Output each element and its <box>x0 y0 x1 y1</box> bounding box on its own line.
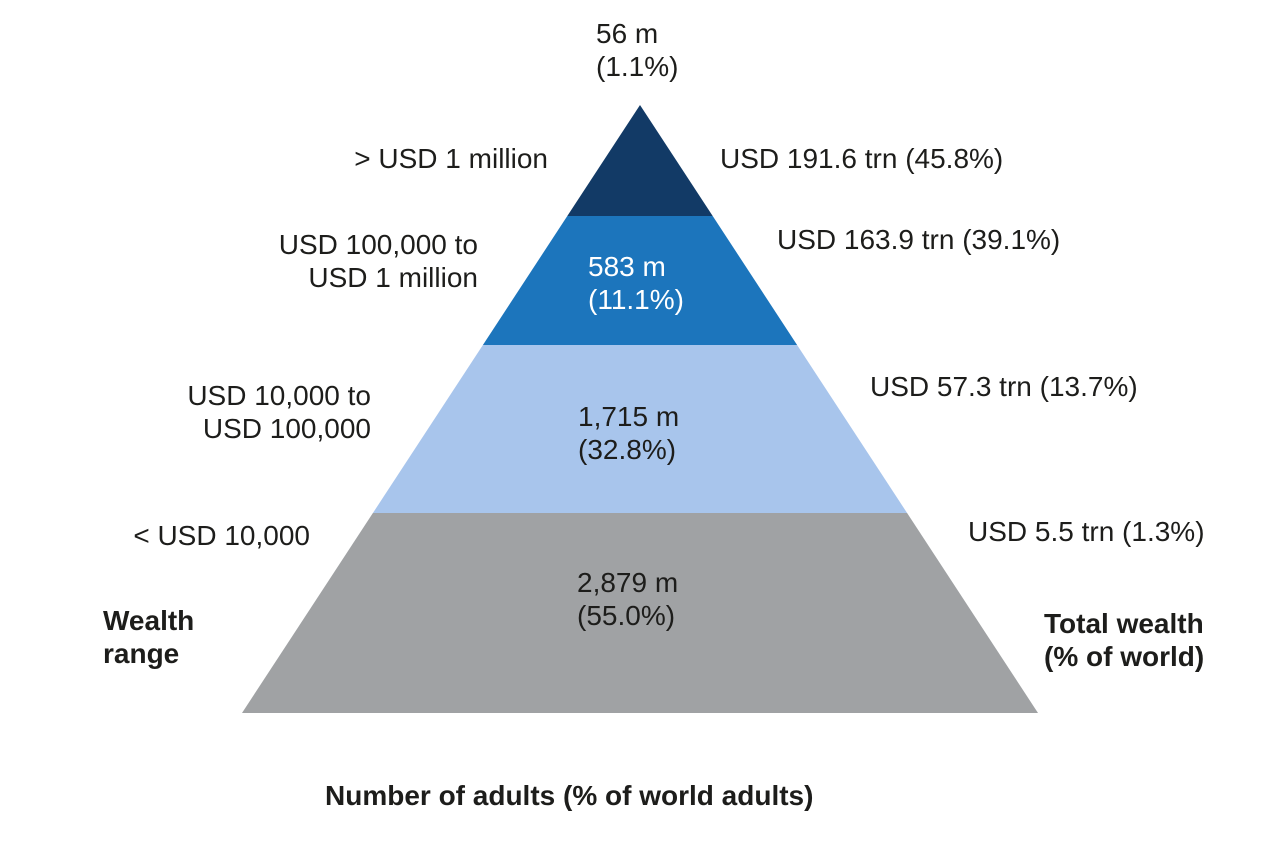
tier1-adults-label: 56 m (1.1%) <box>596 17 678 83</box>
tier3-range-line1: USD 10,000 to <box>187 380 371 411</box>
tier4-range-line1: < USD 10,000 <box>133 520 310 551</box>
tier3-wealth-value: USD 57.3 trn (13.7%) <box>870 371 1138 402</box>
tier3-adults-count: 1,715 m <box>578 401 680 432</box>
tier1-wealth-value: USD 191.6 trn (45.8%) <box>720 143 1004 174</box>
tier4-adults-pct: (55.0%) <box>577 600 676 631</box>
tier4-range-label: < USD 10,000 <box>133 519 310 552</box>
tier3-range-label: USD 10,000 to USD 100,000 <box>187 379 371 445</box>
wealth-range-header: Wealth range <box>103 604 194 670</box>
tier2-adults-count: 583 m <box>588 251 666 282</box>
total-wealth-header-line2: (% of world) <box>1044 641 1205 672</box>
pyramid-tier-top <box>567 105 713 216</box>
tier2-adults-pct: (11.1%) <box>588 284 684 315</box>
tier3-range-line2: USD 100,000 <box>202 413 371 444</box>
pyramid-tier-upper-middle <box>482 216 798 345</box>
tier4-wealth-label: USD 5.5 trn (1.3%) <box>968 515 1205 548</box>
total-wealth-header-line1: Total wealth <box>1044 608 1204 639</box>
tier3-adults-label: 1,715 m (32.8%) <box>578 400 679 466</box>
tier3-wealth-label: USD 57.3 trn (13.7%) <box>870 370 1138 403</box>
tier3-adults-pct: (32.8%) <box>578 434 677 465</box>
tier2-wealth-value: USD 163.9 trn (39.1%) <box>777 224 1061 255</box>
tier4-adults-count: 2,879 m <box>577 567 679 598</box>
tier1-adults-count: 56 m <box>596 18 659 49</box>
tier1-wealth-label: USD 191.6 trn (45.8%) <box>720 142 1003 175</box>
pyramid-tier-lower-middle <box>372 345 908 513</box>
tier1-range-label: > USD 1 million <box>354 142 548 175</box>
tier2-adults-label: 583 m (11.1%) <box>588 250 684 316</box>
x-axis-label: Number of adults (% of world adults) <box>325 779 813 812</box>
wealth-range-header-line2: range <box>103 638 180 669</box>
tier2-range-label: USD 100,000 to USD 1 million <box>279 228 478 294</box>
tier2-range-line2: USD 1 million <box>308 262 478 293</box>
tier4-wealth-value: USD 5.5 trn (1.3%) <box>968 516 1205 547</box>
x-axis-label-text: Number of adults (% of world adults) <box>325 780 814 811</box>
total-wealth-header: Total wealth (% of world) <box>1044 607 1204 673</box>
tier2-range-line1: USD 100,000 to <box>278 229 478 260</box>
tier1-adults-pct: (1.1%) <box>596 51 679 82</box>
tier2-wealth-label: USD 163.9 trn (39.1%) <box>777 223 1060 256</box>
tier4-adults-label: 2,879 m (55.0%) <box>577 566 678 632</box>
tier1-range-line1: > USD 1 million <box>354 143 548 174</box>
wealth-range-header-line1: Wealth <box>103 605 195 636</box>
pyramid-tier-base <box>242 513 1038 713</box>
